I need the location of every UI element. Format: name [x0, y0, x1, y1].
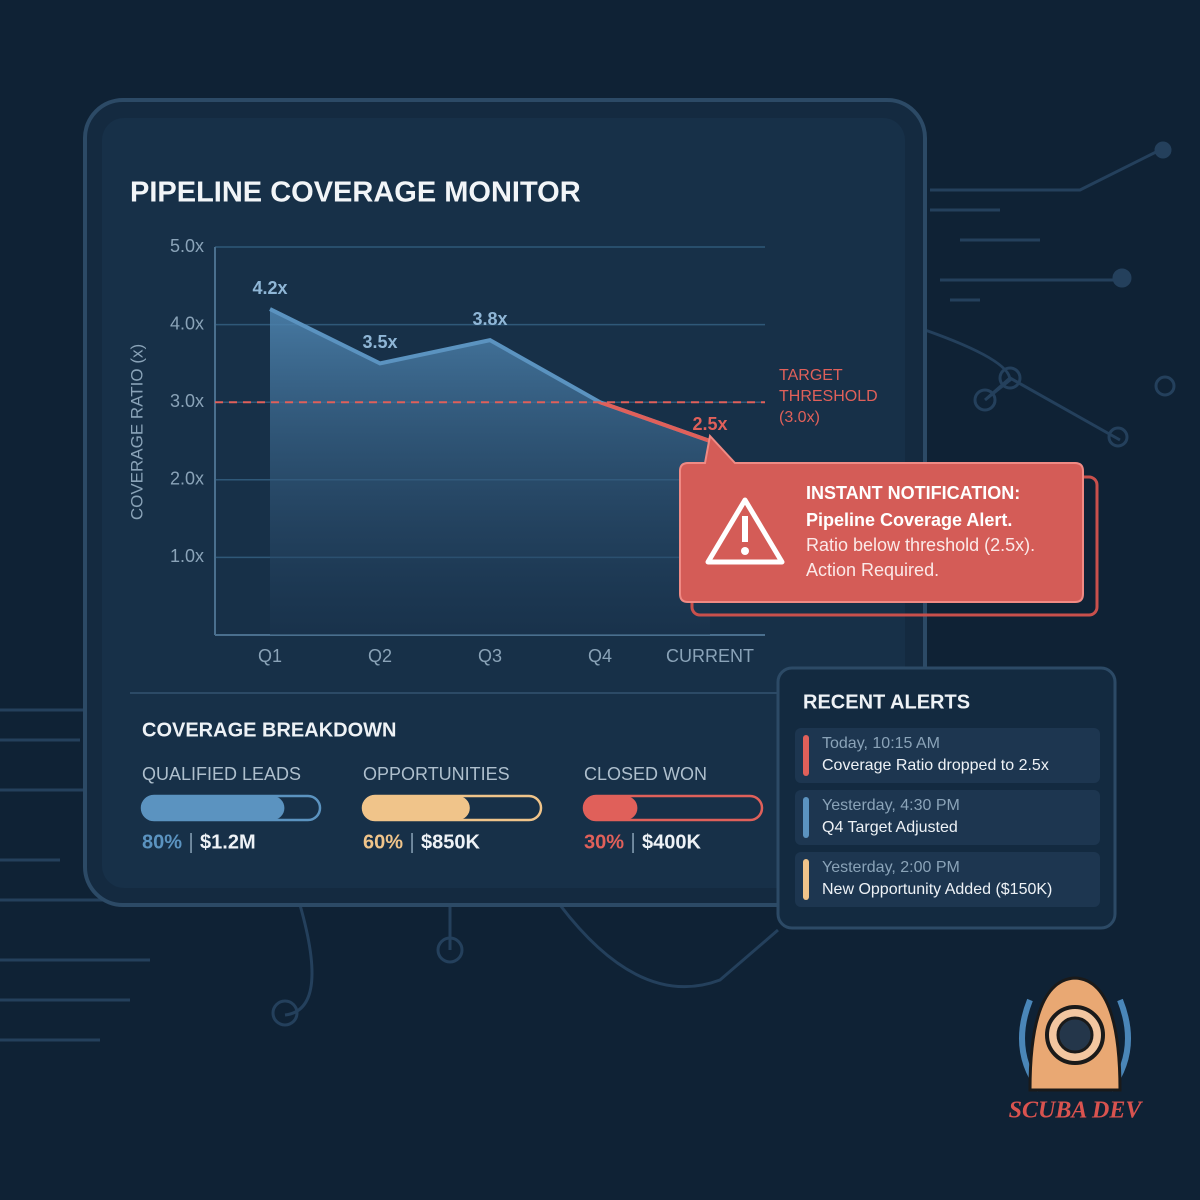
- x-tick-label: Q3: [478, 646, 502, 666]
- alert-time: Yesterday, 2:00 PM: [822, 859, 960, 876]
- threshold-label: (3.0x): [779, 409, 820, 426]
- alert-item: [795, 852, 1100, 907]
- logo: SCUBA DEV: [1009, 976, 1144, 1124]
- y-tick-label: 5.0x: [170, 236, 204, 256]
- y-tick-label: 1.0x: [170, 546, 204, 566]
- progress-fill: [584, 796, 638, 820]
- breakdown-amount: $1.2M: [200, 831, 256, 853]
- notification-line: Action Required.: [806, 560, 939, 580]
- alerts-list: Today, 10:15 AM Coverage Ratio dropped to…: [795, 728, 1100, 907]
- alert-item: [795, 790, 1100, 845]
- x-tick-label: Q4: [588, 646, 612, 666]
- notification-headline: Pipeline Coverage Alert.: [806, 510, 1012, 530]
- breakdown-percent: 80%: [142, 831, 182, 853]
- alerts-title: RECENT ALERTS: [803, 691, 970, 713]
- alert-time: Yesterday, 4:30 PM: [822, 797, 960, 814]
- warning-icon: [705, 497, 785, 565]
- breakdown-title: COVERAGE BREAKDOWN: [142, 719, 396, 741]
- notification: INSTANT NOTIFICATION: Pipeline Coverage …: [679, 433, 1099, 617]
- breakdown-percent: 60%: [363, 831, 403, 853]
- notification-line: Ratio below threshold (2.5x).: [806, 535, 1035, 555]
- breakdown-name: CLOSED WON: [584, 764, 707, 784]
- threshold-label: TARGET: [779, 367, 843, 384]
- notification-title: INSTANT NOTIFICATION:: [806, 483, 1020, 503]
- line-below-threshold: [595, 402, 711, 443]
- chart: 1.0x 2.0x 3.0x 4.0x 5.0x TARGET THRESHOLD (3.0x…: [170, 236, 878, 666]
- x-tick-label: Q1: [258, 646, 282, 666]
- breakdown-amount: $850K: [421, 831, 480, 853]
- alert-item: [795, 728, 1100, 783]
- warning-icon-bar: [742, 516, 748, 542]
- progress-fill: [363, 796, 470, 820]
- chart-title: PIPELINE COVERAGE MONITOR: [130, 177, 581, 209]
- breakdown-amount: $400K: [642, 831, 701, 853]
- alert-color-bar: [803, 735, 809, 776]
- data-label: 2.5x: [692, 414, 727, 434]
- data-label: 4.2x: [252, 278, 287, 298]
- area: [270, 309, 710, 635]
- alert-color-bar: [803, 859, 809, 900]
- circuit-decor: [0, 141, 1176, 1042]
- alert-text: Coverage Ratio dropped to 2.5x: [822, 757, 1049, 774]
- breakdown-name: OPPORTUNITIES: [363, 764, 510, 784]
- breakdown: QUALIFIED LEADS 80% $1.2M OPPORTUNITIES 60% $…: [140, 764, 764, 853]
- alert-text: Q4 Target Adjusted: [822, 819, 958, 836]
- data-label: 3.5x: [362, 332, 397, 352]
- warning-icon-dot: [741, 547, 749, 555]
- alert-color-bar: [803, 797, 809, 838]
- breakdown-percent: 30%: [584, 831, 624, 853]
- y-axis-title: COVERAGE RATIO (x): [127, 344, 146, 520]
- alert-time: Today, 10:15 AM: [822, 735, 940, 752]
- alert-text: New Opportunity Added ($150K): [822, 881, 1052, 898]
- x-tick-label: Q2: [368, 646, 392, 666]
- breakdown-name: QUALIFIED LEADS: [142, 764, 301, 784]
- y-tick-label: 3.0x: [170, 391, 204, 411]
- logo-text: SCUBA DEV: [1009, 1098, 1144, 1124]
- threshold-label: THRESHOLD: [779, 388, 878, 405]
- y-tick-label: 2.0x: [170, 469, 204, 489]
- x-tick-label: CURRENT: [666, 646, 754, 666]
- progress-fill: [142, 796, 285, 820]
- y-tick-label: 4.0x: [170, 313, 204, 333]
- data-label: 3.8x: [472, 309, 507, 329]
